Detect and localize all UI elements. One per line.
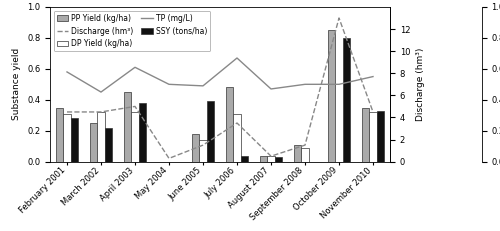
Bar xyxy=(206,101,214,162)
Bar xyxy=(234,114,240,162)
Y-axis label: Substance yield: Substance yield xyxy=(12,48,22,120)
Y-axis label: Discharge (hm³): Discharge (hm³) xyxy=(416,48,425,121)
TP (mg/L) xyxy=(268,88,274,90)
Bar xyxy=(294,145,302,162)
TP (mg/L) xyxy=(200,85,206,87)
Bar xyxy=(302,148,308,162)
Bar xyxy=(370,112,376,162)
Bar xyxy=(98,112,104,162)
Bar xyxy=(268,155,274,162)
Bar xyxy=(192,134,200,162)
Bar xyxy=(376,111,384,162)
Bar xyxy=(274,157,282,162)
TP (mg/L) xyxy=(370,75,376,78)
TP (mg/L) xyxy=(64,70,70,73)
Discharge (hm³) xyxy=(64,111,70,113)
Bar xyxy=(64,114,70,162)
TP (mg/L) xyxy=(234,57,240,59)
Legend: PP Yield (kg/ha), Discharge (hm³), DP Yield (kg/ha), TP (mg/L), SSY (tons/ha): PP Yield (kg/ha), Discharge (hm³), DP Yi… xyxy=(54,11,210,52)
Discharge (hm³) xyxy=(336,17,342,19)
Bar xyxy=(240,155,248,162)
Line: Discharge (hm³): Discharge (hm³) xyxy=(67,18,373,158)
Bar xyxy=(260,155,268,162)
Discharge (hm³) xyxy=(98,111,104,113)
Bar xyxy=(226,87,234,162)
Bar xyxy=(200,140,206,162)
Discharge (hm³) xyxy=(268,155,274,158)
Discharge (hm³) xyxy=(132,105,138,108)
TP (mg/L) xyxy=(166,83,172,86)
Bar xyxy=(138,103,146,162)
Discharge (hm³) xyxy=(370,111,376,113)
Bar xyxy=(342,38,350,162)
TP (mg/L) xyxy=(98,91,104,93)
TP (mg/L) xyxy=(336,83,342,86)
Line: TP (mg/L): TP (mg/L) xyxy=(67,58,373,92)
Bar xyxy=(132,112,138,162)
TP (mg/L) xyxy=(132,66,138,69)
Bar xyxy=(328,30,336,162)
Bar xyxy=(56,107,64,162)
Bar xyxy=(90,123,98,162)
Discharge (hm³) xyxy=(302,144,308,146)
Discharge (hm³) xyxy=(166,157,172,160)
Bar xyxy=(124,92,132,162)
Bar xyxy=(104,128,112,162)
TP (mg/L) xyxy=(302,83,308,86)
Bar xyxy=(362,107,370,162)
Discharge (hm³) xyxy=(234,122,240,124)
Bar xyxy=(70,118,78,162)
Discharge (hm³) xyxy=(200,144,206,146)
